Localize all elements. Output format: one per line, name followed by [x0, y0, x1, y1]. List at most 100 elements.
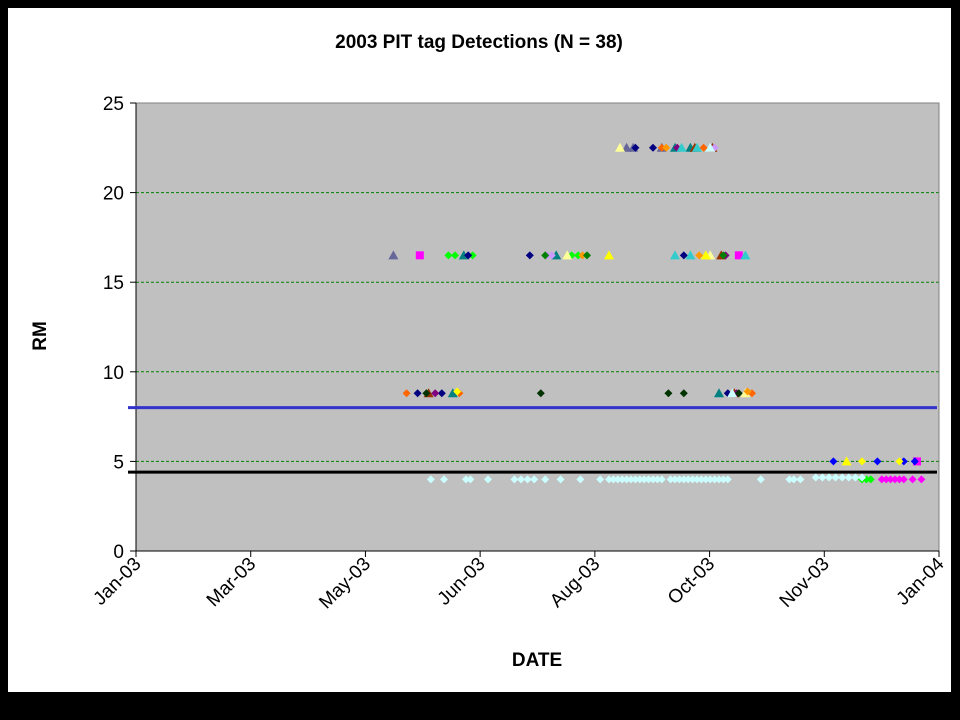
- y-tick-label: 15: [103, 273, 124, 294]
- data-point: [635, 475, 644, 484]
- data-point: [838, 473, 847, 482]
- data-point: [484, 475, 492, 484]
- data-point: [444, 251, 453, 260]
- data-point: [825, 473, 833, 482]
- data-point: [891, 475, 899, 484]
- y-tick-label: 25: [103, 94, 124, 115]
- y-axis-title: RM: [30, 321, 51, 351]
- data-point: [679, 389, 688, 398]
- data-point: [422, 389, 431, 398]
- data-point: [882, 475, 891, 484]
- data-point: [895, 457, 904, 466]
- data-point: [719, 475, 728, 484]
- data-point: [886, 475, 895, 484]
- data-point: [605, 475, 613, 484]
- data-point: [510, 475, 519, 484]
- data-point: [679, 475, 688, 484]
- data-point: [697, 475, 706, 484]
- data-point: [657, 143, 666, 152]
- chart-area: 2003 PIT tag Detections (N = 38) 0 5 10 15 2…: [8, 8, 951, 692]
- y-tick-label: 0: [113, 542, 124, 563]
- data-point: [818, 473, 827, 482]
- data-point: [699, 143, 708, 152]
- y-tick-label: 10: [103, 363, 124, 384]
- data-point: [402, 389, 411, 398]
- data-point: [910, 457, 919, 466]
- data-point: [756, 475, 765, 484]
- data-point: [899, 457, 908, 466]
- data-point: [437, 389, 446, 398]
- data-point: [666, 475, 675, 484]
- data-point: [811, 473, 820, 482]
- y-tick-label: 5: [113, 452, 124, 473]
- data-point: [714, 388, 724, 398]
- data-point: [715, 475, 723, 484]
- data-point: [684, 475, 693, 484]
- data-point: [727, 388, 738, 398]
- scatter-chart: 2003 PIT tag Detections (N = 38) 0 5 10 15 2…: [30, 32, 949, 671]
- data-point: [692, 142, 702, 152]
- data-point: [464, 251, 473, 260]
- data-point: [789, 475, 798, 484]
- data-point: [447, 388, 458, 398]
- data-point: [426, 475, 435, 484]
- data-point: [631, 475, 640, 484]
- data-point: [415, 251, 424, 260]
- data-point: [858, 457, 866, 466]
- data-point: [734, 389, 743, 398]
- data-point: [706, 475, 715, 484]
- data-point: [676, 142, 687, 152]
- data-point: [866, 475, 875, 484]
- data-point: [710, 475, 719, 484]
- data-point: [796, 475, 805, 484]
- data-point: [688, 475, 697, 484]
- data-point: [685, 250, 696, 260]
- data-point: [664, 389, 673, 398]
- data-point: [844, 473, 853, 482]
- data-point: [576, 475, 585, 484]
- data-point: [613, 475, 622, 484]
- data-point: [734, 251, 743, 260]
- y-tick-label: 20: [103, 184, 124, 205]
- data-point: [462, 475, 470, 484]
- data-point: [453, 387, 462, 396]
- data-point: [675, 475, 684, 484]
- data-point: [895, 475, 904, 484]
- data-point: [662, 143, 671, 152]
- data-point: [671, 475, 679, 484]
- data-point: [615, 142, 625, 152]
- data-point: [899, 475, 908, 484]
- data-point: [523, 475, 532, 484]
- data-point: [583, 251, 591, 260]
- data-point: [440, 475, 448, 484]
- data-point: [525, 251, 534, 260]
- data-point: [388, 250, 399, 260]
- x-tick-label: Nov-03: [776, 554, 834, 612]
- data-point: [622, 475, 631, 484]
- data-point: [517, 475, 525, 484]
- data-point: [705, 142, 716, 152]
- data-point: [596, 475, 605, 484]
- data-point: [556, 475, 565, 484]
- data-point: [609, 475, 618, 484]
- data-point: [644, 475, 653, 484]
- data-point: [829, 457, 838, 466]
- data-point: [877, 475, 886, 484]
- data-point: [701, 475, 710, 484]
- data-point: [841, 456, 852, 466]
- data-point: [530, 475, 539, 484]
- plot-background: [136, 103, 939, 551]
- data-point: [631, 143, 640, 152]
- data-point: [547, 251, 556, 260]
- x-tick-label: Aug-03: [546, 554, 604, 612]
- chart-title: 2003 PIT tag Detections (N = 38): [335, 32, 623, 53]
- data-point: [649, 143, 657, 152]
- x-tick-label: May-03: [315, 554, 375, 614]
- x-tick-label: Jan-04: [893, 553, 949, 609]
- data-point: [451, 251, 459, 260]
- data-point: [562, 250, 573, 260]
- data-point: [621, 142, 632, 152]
- data-point: [785, 475, 794, 484]
- data-point: [723, 475, 732, 484]
- data-point: [578, 251, 587, 260]
